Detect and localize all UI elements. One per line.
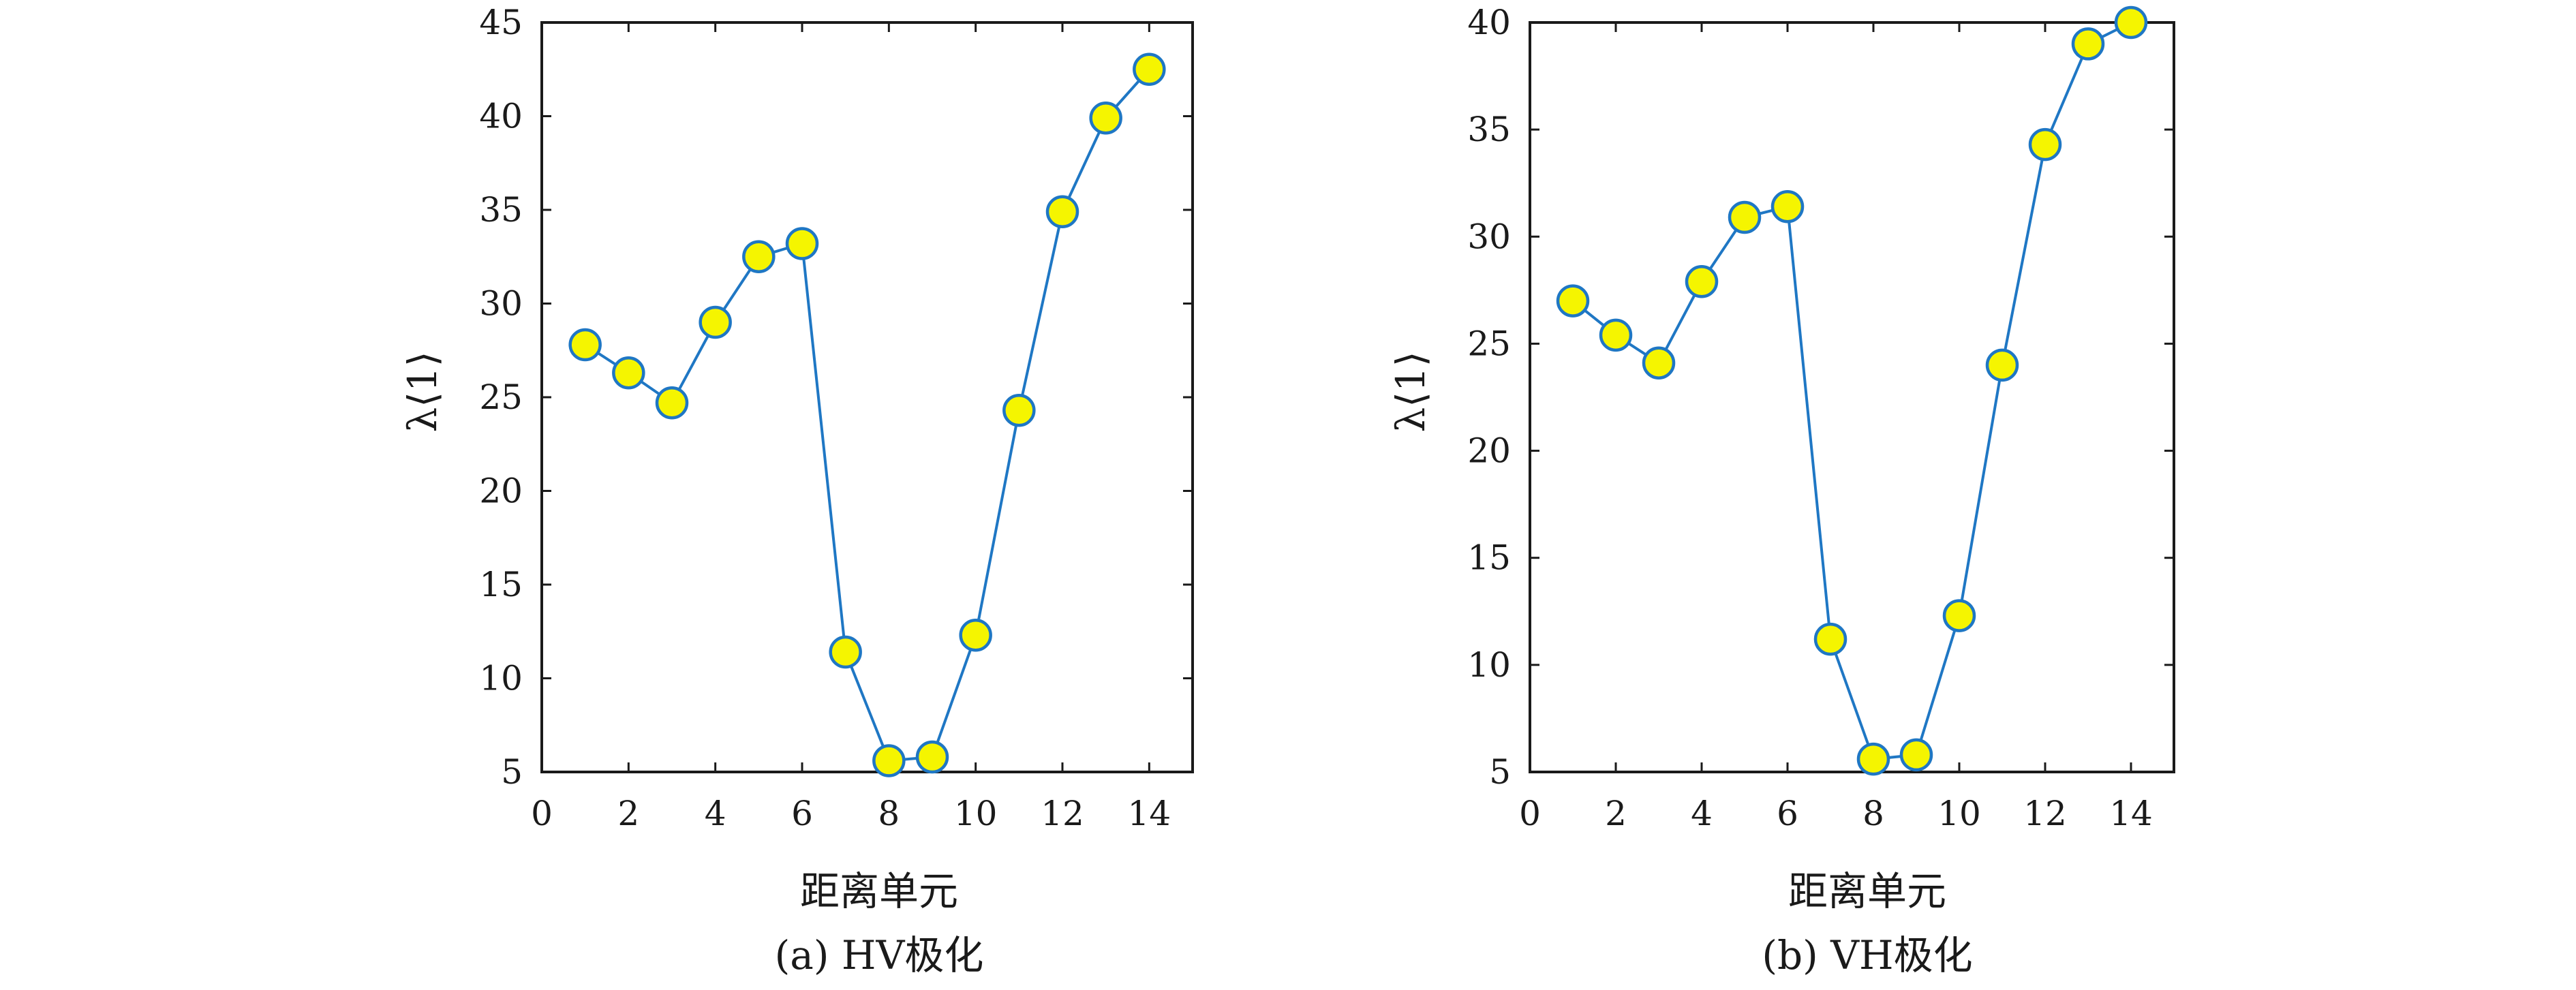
data-point (2114, 5, 2148, 40)
y-tick-label: 10 (1467, 645, 1511, 685)
y-tick-label: 25 (1467, 324, 1511, 363)
y-tick-label: 30 (479, 284, 523, 324)
data-point (612, 356, 645, 390)
chart-caption: (a) HV极化 (775, 932, 984, 978)
data-point (1942, 599, 1976, 632)
data-point (1856, 742, 1890, 776)
x-tick-label: 0 (1519, 794, 1541, 833)
data-point (1770, 190, 1805, 223)
x-tick-label: 2 (617, 794, 639, 833)
data-point (1813, 622, 1847, 656)
plot-frame (1529, 21, 2175, 773)
data-point (1002, 394, 1036, 427)
y-tick-label: 45 (479, 3, 523, 42)
y-tick-label: 20 (1467, 431, 1511, 471)
data-point (568, 328, 602, 362)
x-tick-label: 14 (2109, 794, 2153, 833)
y-axis-label: λ⟨1⟩ (399, 352, 446, 433)
x-tick-label: 4 (705, 794, 726, 833)
data-point (1985, 348, 2019, 382)
data-point (655, 386, 689, 420)
y-tick-label: 30 (1467, 217, 1511, 256)
y-tick-label: 35 (479, 190, 523, 230)
y-tick-label: 35 (1467, 110, 1511, 149)
data-point (1045, 195, 1079, 228)
y-axis-label: λ⟨1⟩ (1387, 352, 1434, 433)
x-tick-label: 6 (1777, 794, 1798, 833)
data-point (2071, 27, 2105, 61)
data-point (1599, 318, 1633, 352)
y-tick-label: 15 (1467, 538, 1511, 578)
data-point (1899, 738, 1933, 772)
x-tick-label: 4 (1691, 794, 1713, 833)
data-point (829, 635, 862, 669)
x-axis-label: 距离单元 (1788, 868, 1946, 914)
y-tick-label: 40 (479, 97, 523, 136)
y-tick-label: 25 (479, 377, 523, 417)
data-point (1685, 265, 1719, 298)
x-tick-label: 2 (1605, 794, 1627, 833)
y-tick-label: 10 (479, 659, 523, 698)
data-point (1642, 346, 1676, 380)
x-tick-label: 12 (1041, 794, 1084, 833)
x-axis-label: 距离单元 (800, 868, 958, 914)
plot-frame (540, 21, 1194, 773)
data-point (1089, 102, 1122, 135)
x-tick-label: 10 (954, 794, 998, 833)
x-tick-label: 8 (1862, 794, 1884, 833)
chart-a: λ⟨1⟩ 距离单元 (a) HV极化 0 2 4 6 8 10 12 14 5 10 15 20 25 3… (399, 3, 1194, 978)
data-point (785, 227, 819, 260)
data-point (1133, 52, 1166, 86)
data-point (872, 744, 906, 777)
data-point (742, 240, 776, 273)
chart-b: λ⟨1⟩ 距离单元 (b) VH极化 0 2 4 6 8 10 12 14 5 10 15 20 25 3… (1387, 3, 2175, 978)
y-tick-label: 5 (501, 752, 523, 792)
x-tick-label: 0 (531, 794, 553, 833)
data-point (1728, 200, 1762, 234)
x-tick-label: 12 (2023, 794, 2067, 833)
data-point (2028, 127, 2062, 161)
x-tick-label: 6 (791, 794, 813, 833)
y-tick-label: 5 (1489, 752, 1511, 792)
y-tick-label: 40 (1467, 3, 1511, 42)
data-point (915, 740, 949, 774)
y-tick-label: 20 (479, 471, 523, 511)
x-tick-label: 10 (1937, 794, 1981, 833)
data-point (959, 619, 992, 652)
y-tick-label: 15 (479, 565, 523, 604)
data-point (699, 305, 732, 339)
data-point (1556, 284, 1590, 318)
chart-caption: (b) VH极化 (1762, 932, 1972, 978)
x-tick-label: 14 (1128, 794, 1171, 833)
x-tick-label: 8 (878, 794, 900, 833)
